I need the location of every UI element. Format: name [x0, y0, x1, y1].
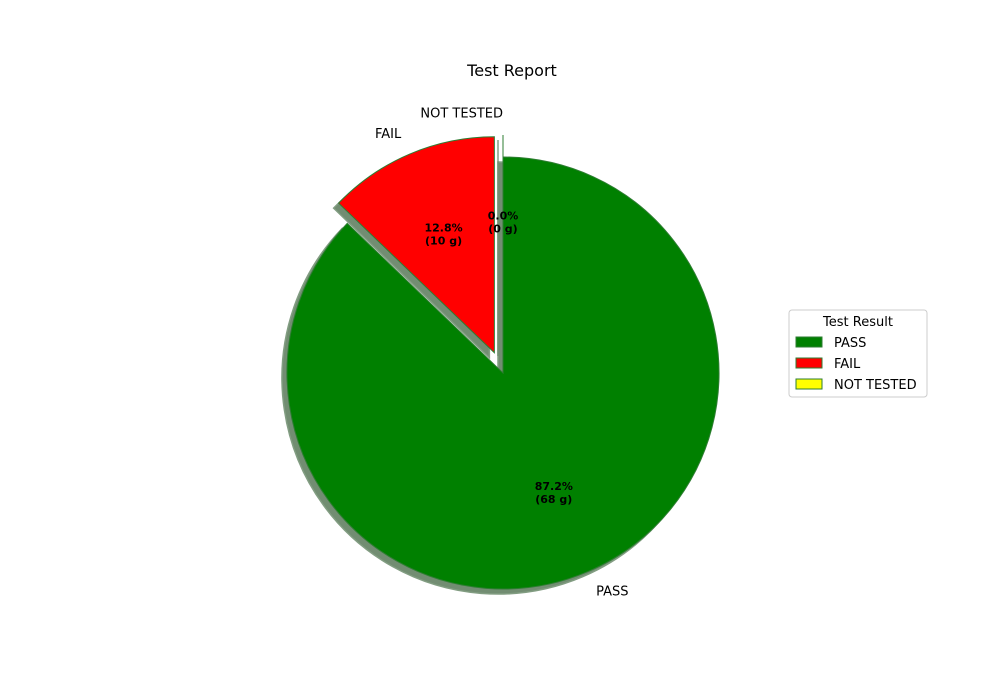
slice-label-fail: FAIL — [375, 127, 402, 142]
chart-title: Test Report — [466, 61, 557, 80]
legend-label-pass: PASS — [834, 336, 866, 351]
slice-pass — [286, 156, 720, 590]
slice-label-pass: PASS — [596, 585, 628, 600]
slice-amount-fail: (10 g) — [425, 235, 462, 248]
slice-percent-pass: 87.2% — [535, 480, 573, 493]
pie-labels: PASS 87.2%(68 g) FAIL 12.8%(10 g) NOT TESTED… — [375, 106, 629, 599]
slice-fail — [337, 136, 495, 354]
slice-percent-not-tested: 0.0% — [488, 209, 519, 222]
slice-amount-pass: (68 g) — [535, 493, 572, 506]
legend-swatch-pass — [795, 336, 823, 348]
legend: Test Result PASS FAIL NOT TESTED — [788, 309, 928, 398]
legend-label-not-tested: NOT TESTED — [834, 378, 917, 393]
slice-label-not-tested: NOT TESTED — [420, 106, 503, 121]
slice-amount-not-tested: (0 g) — [488, 222, 517, 235]
legend-swatch-fail — [795, 357, 823, 369]
legend-frame — [788, 309, 928, 398]
pie-slices — [286, 135, 720, 590]
legend-label-fail: FAIL — [834, 357, 861, 372]
slice-percent-fail: 12.8% — [424, 222, 462, 235]
legend-swatch-not-tested — [795, 378, 823, 390]
legend-title: Test Result — [822, 315, 893, 330]
